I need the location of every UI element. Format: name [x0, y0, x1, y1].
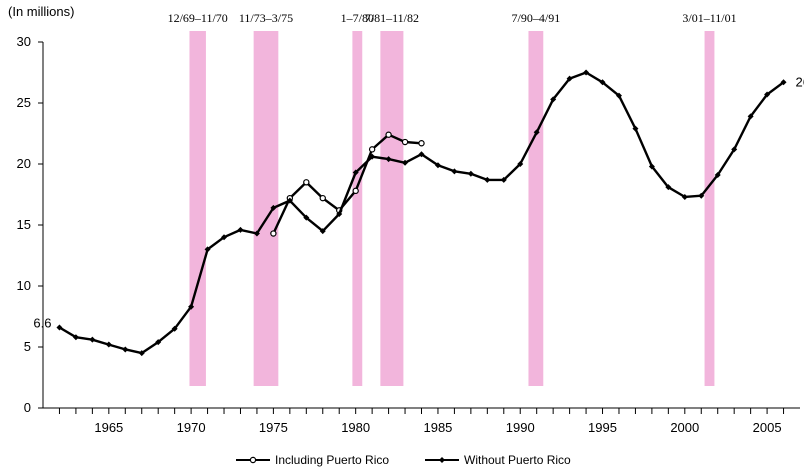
data-point [138, 350, 145, 357]
data-point [583, 69, 590, 76]
data-point [632, 125, 639, 132]
data-point [352, 187, 359, 195]
data-point [681, 193, 688, 200]
y-tick-label: 30 [17, 34, 31, 49]
data-point [402, 159, 409, 166]
x-tick-label: 1990 [506, 420, 535, 435]
recession-bar [528, 31, 544, 386]
y-ticks: 0 5 10 15 20 25 30 [17, 34, 43, 415]
data-point [336, 211, 343, 218]
data-point [171, 325, 178, 332]
recession-label: 7/90–4/91 [512, 11, 561, 25]
data-point [237, 226, 244, 233]
y-tick-label: 0 [24, 400, 31, 415]
x-ticks: 1965 1970 1975 1980 1985 1990 1995 2000 2005 [58, 408, 785, 435]
x-tick-label: 1985 [423, 420, 452, 435]
data-point [566, 75, 573, 82]
recession-bar [380, 31, 404, 386]
data-point [385, 156, 392, 163]
data-point [155, 339, 162, 346]
x-tick-label: 2000 [670, 420, 699, 435]
series-line [58, 71, 785, 355]
data-point [249, 456, 257, 464]
x-tick-label: 1980 [341, 420, 370, 435]
recession-labels: 12/69–11/70 11/73–3/75 1–7/807/81–11/82 7/9… [168, 11, 737, 25]
data-point [764, 91, 771, 98]
x-tick-label: 2005 [753, 420, 782, 435]
data-point [434, 162, 441, 169]
data-point [731, 146, 738, 153]
data-point [747, 113, 754, 120]
data-point [369, 153, 376, 160]
data-point [517, 161, 524, 167]
y-axis-label: (In millions) [8, 4, 74, 19]
recession-label: 7/81–11/82 [365, 11, 419, 25]
data-point [319, 228, 326, 235]
x-tick-label: 1995 [588, 420, 617, 435]
data-point [665, 184, 672, 191]
legend-label: Without Puerto Rico [464, 453, 571, 467]
annotations: 6.6 26.7 [33, 74, 804, 330]
data-point [253, 230, 260, 237]
data-point [105, 341, 112, 348]
y-tick-label: 20 [17, 156, 31, 171]
data-point [439, 457, 445, 463]
data-point [401, 138, 409, 146]
data-point [599, 79, 606, 86]
data-point [451, 168, 458, 175]
y-tick-label: 25 [17, 95, 31, 110]
data-point [270, 204, 277, 211]
series-line [272, 133, 423, 235]
data-point [385, 131, 392, 138]
value-annotation: 26.7 [796, 74, 804, 89]
data-point [319, 194, 326, 202]
data-point [303, 179, 310, 186]
data-point [303, 214, 310, 221]
data-point [533, 129, 540, 136]
data-point [484, 176, 491, 183]
data-point [714, 171, 721, 178]
recession-bar [189, 31, 206, 386]
data-point [698, 192, 705, 199]
recession-label: 3/01–11/01 [682, 11, 736, 25]
y-tick-label: 10 [17, 278, 31, 293]
data-point [122, 346, 129, 353]
recession-bar [704, 31, 715, 386]
data-point [418, 151, 425, 158]
data-point [780, 79, 787, 86]
axes [42, 42, 800, 409]
recession-bars [189, 31, 715, 386]
x-tick-label: 1975 [259, 420, 288, 435]
legend-label: Including Puerto Rico [275, 453, 389, 467]
data-point [500, 176, 507, 183]
data-point [188, 303, 195, 310]
data-point [204, 246, 211, 253]
recession-bar [352, 31, 363, 386]
y-tick-label: 5 [24, 339, 31, 354]
data-point [72, 334, 79, 341]
y-tick-label: 15 [17, 217, 31, 232]
data-point [418, 140, 425, 147]
data-point [550, 96, 557, 103]
data-point [270, 230, 277, 237]
data-point [368, 146, 376, 153]
legend: Including Puerto Rico Without Puerto Rico [236, 453, 571, 467]
data-point [286, 197, 293, 204]
data-point [89, 336, 96, 343]
recession-label: 1–7/80 [341, 11, 374, 25]
value-annotation: 6.6 [33, 315, 51, 330]
x-tick-label: 1970 [177, 420, 206, 435]
data-point [615, 92, 622, 99]
data-point [648, 163, 655, 170]
data-point [221, 234, 228, 241]
data-point [467, 170, 474, 177]
data-point [352, 169, 359, 176]
x-tick-label: 1965 [94, 420, 123, 435]
data-point [56, 324, 63, 331]
series-without-puerto-rico [56, 69, 787, 357]
recession-label: 12/69–11/70 [168, 11, 228, 25]
recession-label: 11/73–3/75 [239, 11, 293, 25]
series-layer [56, 69, 787, 357]
